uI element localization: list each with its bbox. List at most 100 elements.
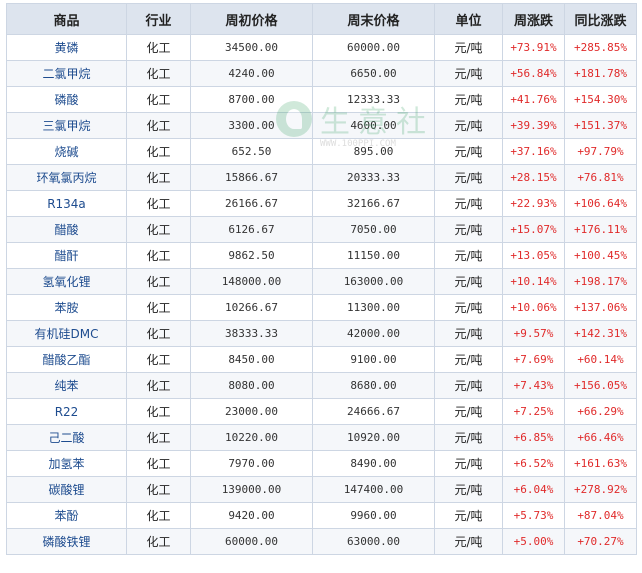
- start-price: 15866.67: [190, 164, 313, 191]
- start-price: 652.50: [190, 138, 313, 165]
- table-row: 己二酸 化工 10220.00 10920.00 元/吨 +6.85% +66.46%: [6, 424, 637, 451]
- table-row: 碳酸锂 化工 139000.00 147400.00 元/吨 +6.04% +278.92%: [6, 476, 637, 503]
- end-price: 9960.00: [312, 502, 435, 529]
- product-name: 磷酸铁锂: [6, 528, 127, 555]
- start-price: 139000.00: [190, 476, 313, 503]
- industry: 化工: [126, 346, 191, 373]
- industry: 化工: [126, 320, 191, 347]
- industry: 化工: [126, 34, 191, 61]
- unit: 元/吨: [434, 502, 503, 529]
- yoy-change: +176.11%: [564, 216, 637, 243]
- product-name: 有机硅DMC: [6, 320, 127, 347]
- start-price: 9420.00: [190, 502, 313, 529]
- product-name: 纯苯: [6, 372, 127, 399]
- weekly-change: +56.84%: [502, 60, 565, 87]
- table-row: 氢氧化锂 化工 148000.00 163000.00 元/吨 +10.14% +198.1…: [6, 268, 637, 295]
- end-price: 42000.00: [312, 320, 435, 347]
- industry: 化工: [126, 502, 191, 529]
- start-price: 8450.00: [190, 346, 313, 373]
- end-price: 11300.00: [312, 294, 435, 321]
- unit: 元/吨: [434, 398, 503, 425]
- start-price: 38333.33: [190, 320, 313, 347]
- industry: 化工: [126, 424, 191, 451]
- weekly-change: +5.73%: [502, 502, 565, 529]
- price-change-table: 商品 行业 周初价格 周末价格 单位 周涨跌 同比涨跌 黄磷 化工 34500.00 60000.…: [6, 3, 637, 555]
- table-row: 苯酚 化工 9420.00 9960.00 元/吨 +5.73% +87.04%: [6, 502, 637, 529]
- unit: 元/吨: [434, 268, 503, 295]
- industry: 化工: [126, 528, 191, 555]
- table-row: 环氧氯丙烷 化工 15866.67 20333.33 元/吨 +28.15% +76.81%: [6, 164, 637, 191]
- start-price: 26166.67: [190, 190, 313, 217]
- yoy-change: +198.17%: [564, 268, 637, 295]
- start-price: 7970.00: [190, 450, 313, 477]
- yoy-change: +161.63%: [564, 450, 637, 477]
- industry: 化工: [126, 476, 191, 503]
- unit: 元/吨: [434, 34, 503, 61]
- weekly-change: +10.06%: [502, 294, 565, 321]
- weekly-change: +7.69%: [502, 346, 565, 373]
- unit: 元/吨: [434, 164, 503, 191]
- product-name: 醋酸乙酯: [6, 346, 127, 373]
- industry: 化工: [126, 268, 191, 295]
- unit: 元/吨: [434, 242, 503, 269]
- product-name: 苯胺: [6, 294, 127, 321]
- header-row: 商品 行业 周初价格 周末价格 单位 周涨跌 同比涨跌: [6, 3, 637, 35]
- weekly-change: +7.43%: [502, 372, 565, 399]
- end-price: 20333.33: [312, 164, 435, 191]
- start-price: 148000.00: [190, 268, 313, 295]
- product-name: R22: [6, 398, 127, 425]
- table-row: 烧碱 化工 652.50 895.00 元/吨 +37.16% +97.79%: [6, 138, 637, 165]
- table-row: 醋酸 化工 6126.67 7050.00 元/吨 +15.07% +176.11%: [6, 216, 637, 243]
- start-price: 3300.00: [190, 112, 313, 139]
- industry: 化工: [126, 60, 191, 87]
- weekly-change: +5.00%: [502, 528, 565, 555]
- header-industry: 行业: [126, 3, 191, 35]
- industry: 化工: [126, 138, 191, 165]
- end-price: 6650.00: [312, 60, 435, 87]
- header-unit: 单位: [434, 3, 503, 35]
- industry: 化工: [126, 112, 191, 139]
- start-price: 8700.00: [190, 86, 313, 113]
- yoy-change: +97.79%: [564, 138, 637, 165]
- product-name: 二氯甲烷: [6, 60, 127, 87]
- weekly-change: +15.07%: [502, 216, 565, 243]
- yoy-change: +66.29%: [564, 398, 637, 425]
- industry: 化工: [126, 294, 191, 321]
- unit: 元/吨: [434, 528, 503, 555]
- weekly-change: +22.93%: [502, 190, 565, 217]
- product-name: 烧碱: [6, 138, 127, 165]
- end-price: 60000.00: [312, 34, 435, 61]
- end-price: 147400.00: [312, 476, 435, 503]
- table-row: 磷酸铁锂 化工 60000.00 63000.00 元/吨 +5.00% +70.27%: [6, 528, 637, 555]
- unit: 元/吨: [434, 60, 503, 87]
- start-price: 6126.67: [190, 216, 313, 243]
- product-name: 三氯甲烷: [6, 112, 127, 139]
- unit: 元/吨: [434, 372, 503, 399]
- table-row: 三氯甲烷 化工 3300.00 4600.00 元/吨 +39.39% +151.37%: [6, 112, 637, 139]
- unit: 元/吨: [434, 112, 503, 139]
- start-price: 10266.67: [190, 294, 313, 321]
- industry: 化工: [126, 398, 191, 425]
- start-price: 9862.50: [190, 242, 313, 269]
- header-weekly-change: 周涨跌: [502, 3, 565, 35]
- end-price: 4600.00: [312, 112, 435, 139]
- table-row: 二氯甲烷 化工 4240.00 6650.00 元/吨 +56.84% +181.78%: [6, 60, 637, 87]
- industry: 化工: [126, 86, 191, 113]
- end-price: 7050.00: [312, 216, 435, 243]
- unit: 元/吨: [434, 190, 503, 217]
- start-price: 10220.00: [190, 424, 313, 451]
- table-body: 黄磷 化工 34500.00 60000.00 元/吨 +73.91% +285.85% 二氯…: [6, 34, 637, 555]
- weekly-change: +10.14%: [502, 268, 565, 295]
- table-row: 醋酸乙酯 化工 8450.00 9100.00 元/吨 +7.69% +60.14%: [6, 346, 637, 373]
- table-row: 有机硅DMC 化工 38333.33 42000.00 元/吨 +9.57% +142.31…: [6, 320, 637, 347]
- start-price: 4240.00: [190, 60, 313, 87]
- yoy-change: +278.92%: [564, 476, 637, 503]
- end-price: 24666.67: [312, 398, 435, 425]
- weekly-change: +6.52%: [502, 450, 565, 477]
- weekly-change: +6.85%: [502, 424, 565, 451]
- yoy-change: +60.14%: [564, 346, 637, 373]
- yoy-change: +154.30%: [564, 86, 637, 113]
- weekly-change: +73.91%: [502, 34, 565, 61]
- yoy-change: +156.05%: [564, 372, 637, 399]
- product-name: 磷酸: [6, 86, 127, 113]
